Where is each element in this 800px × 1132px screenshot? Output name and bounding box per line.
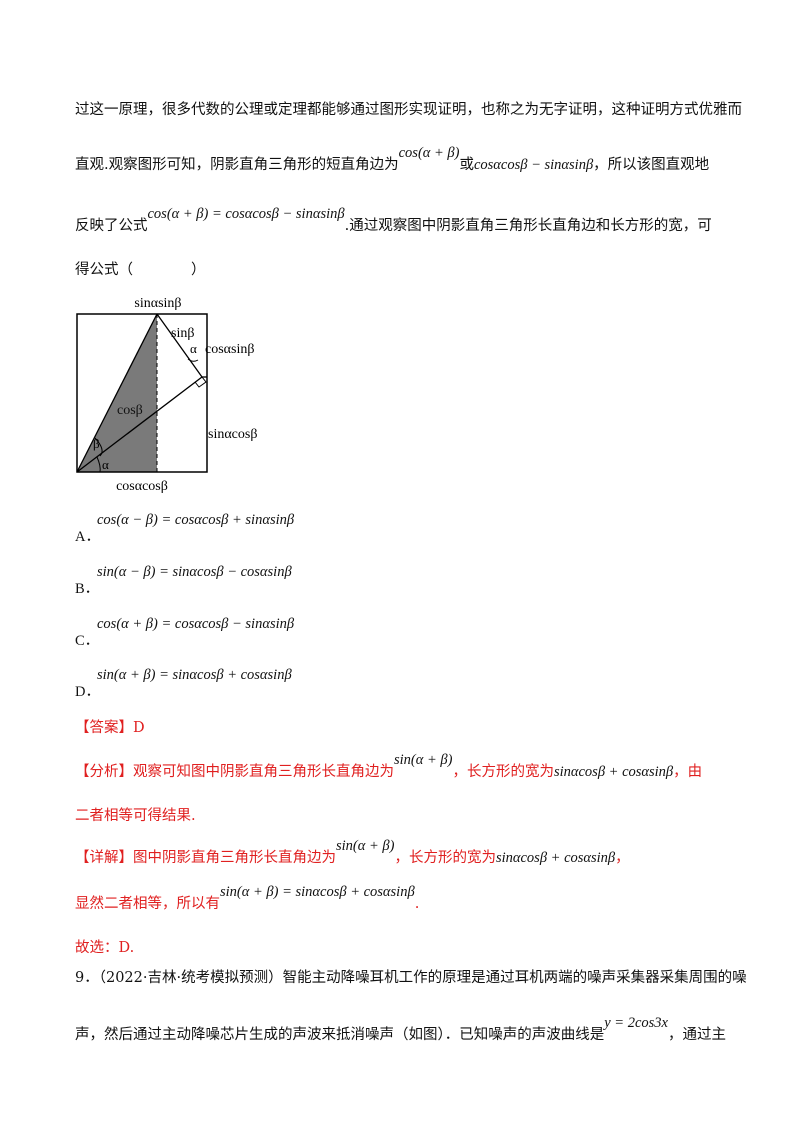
alpha-arc: [96, 456, 101, 473]
option-d-letter: D．: [75, 684, 100, 700]
label-alpha-top: α: [190, 341, 197, 356]
intro-line-2: 直观.观察图形可知，阴影直角三角形的短直角边为cos(α + β)或cosαco…: [75, 145, 710, 173]
detail-line-2: 显然二者相等，所以有sin(α + β) = sinαcosβ + cosαsi…: [75, 884, 420, 912]
hypotenuse: [76, 313, 158, 473]
option-a-letter: A．: [75, 529, 100, 545]
formula-cos-identity: cos(α + β) = cosαcosβ − sinαsinβ: [147, 206, 345, 222]
label-sinasinb: sinαsinβ: [134, 296, 181, 311]
label-cosacosb: cosαcosβ: [116, 479, 168, 494]
answer-line: 【答案】D: [75, 720, 145, 736]
alpha-top-arc: [187, 358, 199, 362]
analysis-line-1: 【分析】观察可知图中阴影直角三角形长直角边为sin(α + β)，长方形的宽为s…: [75, 752, 703, 780]
option-c-formula: cos(α + β) = cosαcosβ − sinαsinβ: [97, 616, 295, 632]
beta-arc: [94, 437, 103, 457]
analysis-line-2: 二者相等可得结果.: [75, 808, 196, 824]
option-c-letter: C．: [75, 633, 100, 649]
option-d-formula: sin(α + β) = sinαcosβ + cosαsinβ: [97, 667, 292, 683]
intro-line-1: 过这一原理，很多代数的公理或定理都能够通过图形实现证明，也称之为无字证明，这种证…: [75, 102, 742, 118]
detail-formula-3: sin(α + β) = sinαcosβ + cosαsinβ: [220, 884, 415, 900]
q9-formula: y = 2cos3x: [604, 1015, 668, 1031]
detail-formula-2: sinαcosβ + cosαsinβ: [495, 850, 616, 866]
base-to-corner: [76, 376, 203, 473]
q9-line-2: 声，然后通过主动降噪芯片生成的声波来抵消噪声（如图）．已知噪声的声波曲线是y =…: [75, 1015, 726, 1043]
outer-rectangle: [76, 313, 208, 473]
formula-cos-sum: cos(α + β): [398, 145, 460, 161]
right-angle-mark: [194, 376, 207, 388]
label-sinacosb: sinαcosβ: [208, 427, 257, 442]
detail-line-3: 故选：D.: [75, 940, 135, 956]
option-b-letter: B．: [75, 581, 100, 597]
detail-formula-1: sin(α + β): [336, 838, 395, 854]
label-alpha: α: [102, 457, 109, 472]
proof-figure: sinαsinβ sinβ α cosαsinβ cosβ β α sinαco…: [76, 296, 257, 494]
label-sinb: sinβ: [171, 326, 194, 341]
option-b-formula: sin(α − β) = sinαcosβ − cosαsinβ: [97, 564, 292, 580]
analysis-formula-1: sin(α + β): [394, 752, 453, 768]
option-a-formula: cos(α − β) = cosαcosβ + sinαsinβ: [97, 512, 295, 528]
label-beta: β: [93, 436, 100, 451]
intro-line-4: 得公式（ ）: [75, 262, 206, 278]
label-cosb: cosβ: [117, 403, 143, 418]
formula-cos-expansion: cosαcosβ − sinαsinβ: [473, 157, 594, 173]
q9-line-1: 9．（2022·吉林·统考模拟预测）智能主动降噪耳机工作的原理是通过耳机两端的噪…: [75, 970, 747, 986]
detail-line-1: 【详解】图中阴影直角三角形长直角边为sin(α + β)，长方形的宽为sinαc…: [75, 838, 630, 866]
label-cosasinb: cosαsinβ: [205, 342, 254, 357]
analysis-formula-2: sinαcosβ + cosαsinβ: [553, 764, 674, 780]
top-to-corner: [156, 313, 203, 378]
intro-line-3: 反映了公式cos(α + β) = cosαcosβ − sinαsinβ.通过…: [75, 206, 712, 234]
